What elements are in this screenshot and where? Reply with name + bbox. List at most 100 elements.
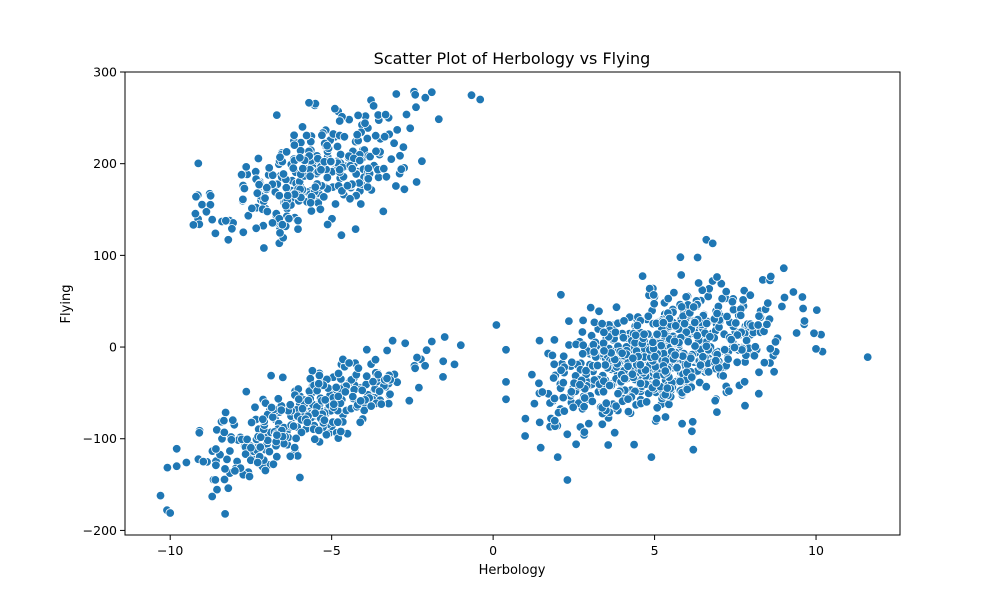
data-point [564,316,574,326]
data-point [411,102,421,112]
data-point [207,214,217,225]
x-tick-label: 5 [651,543,659,558]
data-point [475,94,485,105]
data-point [797,292,808,302]
data-point [601,398,612,408]
data-point [410,363,420,374]
data-point [779,292,790,303]
data-point [449,359,460,370]
data-point [675,376,685,387]
data-point [520,431,530,441]
data-point [357,385,367,396]
data-point [211,460,221,471]
data-point [716,279,727,289]
data-point [578,340,588,350]
data-point [535,417,545,428]
data-point [266,402,277,413]
data-point [720,345,730,355]
data-point [529,398,540,409]
data-point [211,444,221,454]
data-point [274,190,285,201]
data-point [811,344,821,354]
data-point [736,310,746,321]
data-point [566,387,577,397]
data-point [411,177,422,187]
data-point [241,162,251,172]
data-point [549,359,559,370]
data-point [710,396,720,406]
data-point [703,367,714,377]
data-point [253,153,264,164]
data-point [677,302,687,312]
data-point [316,165,326,175]
data-point [721,286,731,297]
data-point [288,163,299,173]
data-point [322,172,333,183]
data-point [549,393,560,404]
data-point [246,443,256,453]
data-point [396,164,407,174]
data-point [589,347,599,357]
data-point [586,302,596,313]
data-point [253,457,263,468]
data-point [310,182,321,192]
data-point [171,461,182,471]
data-point [246,417,257,428]
data-point [181,457,192,468]
data-point [692,331,702,341]
data-point [766,271,776,282]
data-point [571,439,581,450]
data-point [732,330,743,340]
data-point [687,426,697,437]
x-axis-ticks: −10 −5 0 5 10 [157,535,824,558]
data-point [629,439,639,450]
data-point [695,377,705,388]
data-point [380,131,390,142]
data-point [373,370,383,380]
data-point [336,426,346,437]
data-point [399,184,410,195]
data-point [731,318,741,328]
data-point [362,133,373,144]
data-point [501,345,511,355]
plot-frame [124,71,901,536]
y-axis-label: Flying [59,285,74,324]
data-point [779,263,789,273]
data-point [373,172,384,183]
data-point [799,316,810,326]
data-point [623,361,633,372]
data-point [198,456,209,467]
data-point [303,395,314,406]
data-point [331,382,341,393]
x-tick-label: −10 [157,543,183,558]
data-point [613,388,623,399]
data-point [549,335,560,345]
data-point [272,430,282,440]
data-point [754,367,764,378]
data-point [682,384,692,395]
data-point [611,401,621,411]
data-point [690,317,700,328]
data-point [599,346,609,356]
data-point [391,181,401,191]
data-point [754,311,764,321]
data-point [558,378,569,388]
data-point [264,163,274,173]
data-point [368,376,378,387]
data-point [718,371,728,381]
data-point [356,396,366,406]
data-point [687,372,697,382]
data-point [391,89,402,99]
data-point [567,357,577,368]
data-point [745,290,756,300]
data-point [344,358,354,368]
data-point [302,417,313,428]
data-point [701,382,712,392]
data-point [717,293,727,304]
data-point [230,466,240,476]
data-point [501,394,511,405]
data-point [223,235,234,245]
data-point [201,207,212,217]
data-point [290,442,300,453]
